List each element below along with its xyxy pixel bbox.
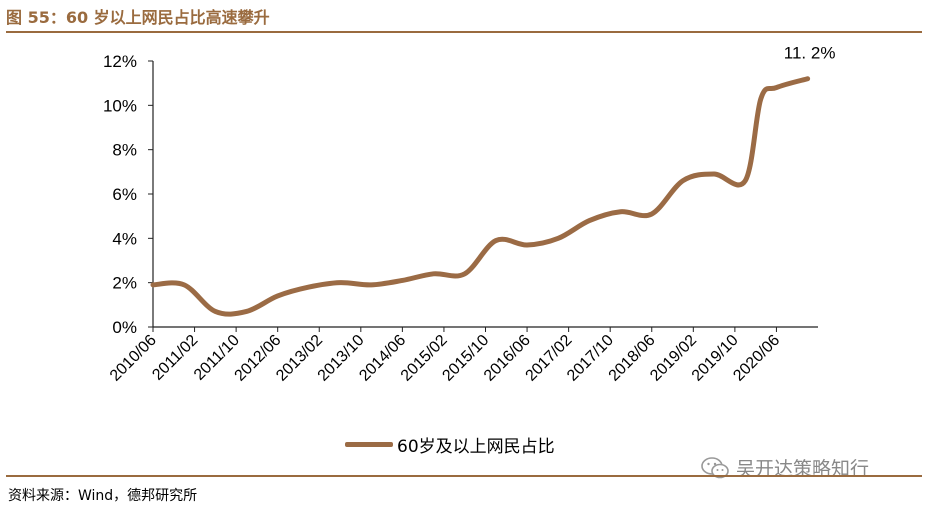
y-tick-label: 8%: [112, 141, 137, 160]
footer-divider: [6, 475, 922, 477]
legend-label: 60岁及以上网民占比: [397, 437, 555, 457]
y-tick-label: 0%: [112, 318, 137, 337]
legend-swatch: [345, 442, 393, 447]
y-tick-label: 4%: [112, 229, 137, 248]
series-line-0: [150, 76, 811, 317]
watermark: 吴开达策略知行: [700, 454, 869, 481]
x-tick-label: 2011/02: [149, 332, 201, 384]
title-divider: [6, 31, 922, 33]
y-tick-label: 6%: [112, 185, 137, 204]
data-label-last: 11. 2%: [784, 44, 836, 63]
x-tick-label: 2010/06: [107, 332, 160, 385]
source-note: 资料来源：Wind，德邦研究所: [8, 488, 198, 504]
legend: 60岁及以上网民占比: [345, 432, 555, 457]
y-tick-label: 12%: [103, 52, 137, 71]
y-tick-label: 2%: [112, 274, 137, 293]
y-tick-label: 10%: [103, 96, 137, 115]
wechat-icon: [701, 456, 729, 478]
x-tick-label: 2020/06: [730, 332, 783, 385]
watermark-text: 吴开达策略知行: [736, 458, 870, 480]
figure-title: 图 55：60 岁以上网民占比高速攀升: [6, 8, 270, 27]
